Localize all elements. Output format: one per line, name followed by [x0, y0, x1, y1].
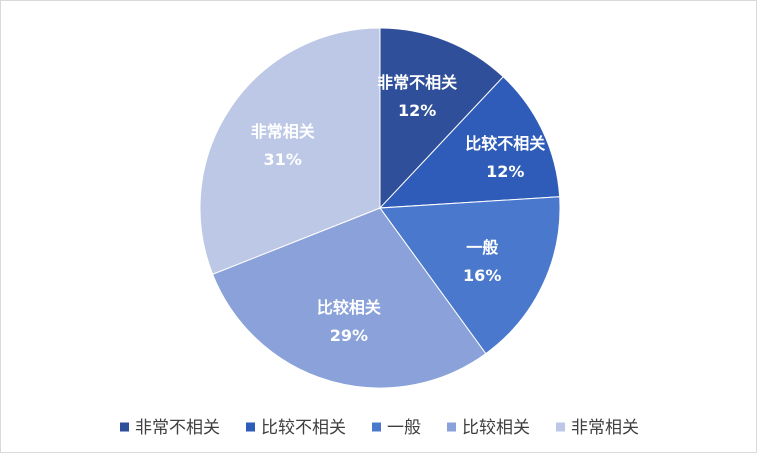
slice-value-label: 31% — [264, 150, 302, 169]
slice-category-label: 比较不相关 — [465, 134, 545, 153]
legend-label: 比较相关 — [462, 418, 530, 438]
legend-swatch — [120, 422, 129, 432]
legend-label: 比较不相关 — [261, 418, 346, 438]
slice-category-label: 一般 — [466, 238, 498, 257]
legend-label: 非常相关 — [571, 418, 639, 438]
slice-value-label: 29% — [330, 326, 368, 345]
legend-swatch — [447, 422, 456, 432]
legend-label: 非常不相关 — [135, 418, 220, 438]
legend-entry: 非常相关 — [556, 418, 639, 438]
legend-swatch — [246, 422, 255, 432]
legend-label: 一般 — [387, 418, 421, 438]
pie-slice-2 — [378, 76, 561, 209]
legend: 非常不相关 比较不相关 一般 比较相关 非常相关 — [120, 418, 639, 438]
slice-value-label: 16% — [463, 266, 501, 285]
legend-swatch — [556, 422, 565, 432]
slice-value-label: 12% — [486, 162, 524, 181]
slice-category-label: 比较相关 — [317, 298, 381, 317]
legend-entry: 非常不相关 — [120, 418, 220, 438]
legend-swatch — [372, 422, 381, 432]
slice-category-label: 非常相关 — [251, 122, 315, 141]
legend-entry: 比较相关 — [447, 418, 530, 438]
pie-slice-4 — [211, 207, 487, 389]
slice-labels: 非常不相关 12% 比较不相关 12% 一般 16% 比较相关 29% 非常相关 31% — [251, 73, 546, 345]
pie-slice-5 — [199, 27, 381, 275]
slice-category-label: 非常不相关 — [377, 73, 457, 92]
legend-entry: 比较不相关 — [246, 418, 346, 438]
pie-slices — [199, 27, 561, 389]
pie-slice-3 — [379, 196, 561, 355]
pie-slice-1 — [379, 27, 504, 210]
legend-entry: 一般 — [372, 418, 421, 438]
slice-value-label: 12% — [398, 101, 436, 120]
